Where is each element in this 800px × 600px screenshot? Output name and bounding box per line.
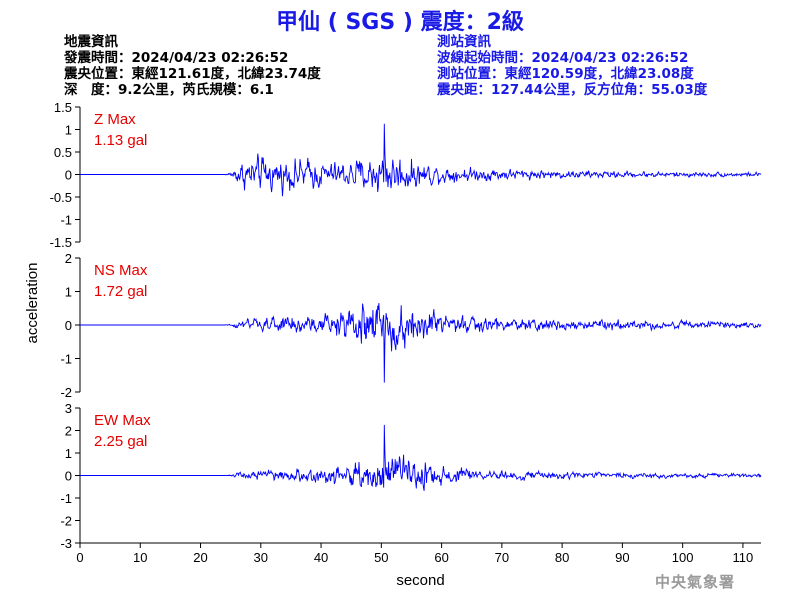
series-line-z: [80, 123, 762, 197]
y-axis-label: acceleration: [24, 263, 41, 344]
max-value-ew: 2.25 gal: [94, 433, 147, 450]
y-tick-label: -1.5: [50, 235, 72, 250]
max-label-ew: EW Max: [94, 412, 151, 429]
epicenter-location: 震央位置：東經121.61度，北緯23.74度: [64, 66, 321, 82]
chart-title: 甲仙 ( SGS ) 震度：2級: [276, 10, 524, 35]
y-tick-label: -2: [60, 514, 72, 529]
x-tick-label: 90: [615, 550, 629, 565]
max-value-ns: 1.72 gal: [94, 283, 147, 300]
y-tick-label: 1.5: [54, 100, 72, 115]
earthquake-info-block: 地震資訊 發震時間：2024/04/23 02:26:52 震央位置：東經121…: [64, 34, 321, 98]
max-label-ns: NS Max: [94, 262, 148, 279]
x-tick-label: 60: [434, 550, 448, 565]
x-tick-label: 110: [733, 550, 754, 565]
y-tick-label: 2: [65, 424, 72, 439]
y-tick-label: 0.5: [54, 145, 72, 160]
y-tick-label: 1: [65, 446, 72, 461]
depth-magnitude: 深 度：9.2公里，芮氏規模：6.1: [64, 82, 274, 98]
y-tick-label: -0.5: [50, 190, 72, 205]
panel-ns: -2 -1 0 1 2 NS Max 1.72 gal: [60, 251, 762, 400]
x-tick-label: 20: [193, 550, 207, 565]
x-tick-label: 80: [555, 550, 569, 565]
x-tick-label: 50: [374, 550, 388, 565]
agency-watermark: 中央氣象署: [655, 573, 736, 591]
series-line-ew: [80, 424, 762, 491]
wave-start-time: 波線起始時間：2024/04/23 02:26:52: [437, 50, 689, 66]
x-tick-label: 70: [495, 550, 509, 565]
y-tick-label: -1: [60, 213, 72, 228]
y-tick-label: 0: [65, 469, 72, 484]
y-tick-label: 0: [65, 168, 72, 183]
station-location: 測站位置：東經120.59度，北緯23.08度: [437, 66, 694, 82]
y-tick-label: 2: [65, 251, 72, 266]
x-axis-label: second: [396, 572, 444, 589]
panel-z: -1.5 -1 -0.5 0 0.5 1 1.5 Z Max 1.13 gal: [50, 100, 762, 250]
max-value-z: 1.13 gal: [94, 132, 147, 149]
distance-azimuth: 震央距：127.44公里，反方位角：55.03度: [437, 82, 708, 98]
station-info-block: 測站資訊 波線起始時間：2024/04/23 02:26:52 測站位置：東經1…: [437, 34, 707, 98]
x-tick-label: 40: [314, 550, 328, 565]
y-tick-label: 1: [65, 123, 72, 138]
origin-time: 發震時間：2024/04/23 02:26:52: [64, 50, 289, 66]
y-tick-label: -1: [60, 491, 72, 506]
y-tick-label: -2: [60, 385, 72, 400]
max-label-z: Z Max: [94, 111, 136, 128]
y-tick-label: 3: [65, 401, 72, 416]
x-tick-label: 30: [254, 550, 268, 565]
y-tick-label: 0: [65, 318, 72, 333]
x-tick-label: 0: [76, 550, 83, 565]
x-tick-label: 10: [133, 550, 147, 565]
panel-ew: -3 -2 -1 0 1 2 3 EW Max 2.25 gal: [60, 401, 762, 551]
x-tick-label: 100: [672, 550, 694, 565]
series-line-ns: [80, 302, 762, 383]
station-info-heading: 測站資訊: [437, 34, 491, 50]
earthquake-info-heading: 地震資訊: [64, 34, 118, 50]
y-tick-label: -3: [60, 536, 72, 551]
y-tick-label: 1: [65, 285, 72, 300]
y-tick-label: -1: [60, 352, 72, 367]
